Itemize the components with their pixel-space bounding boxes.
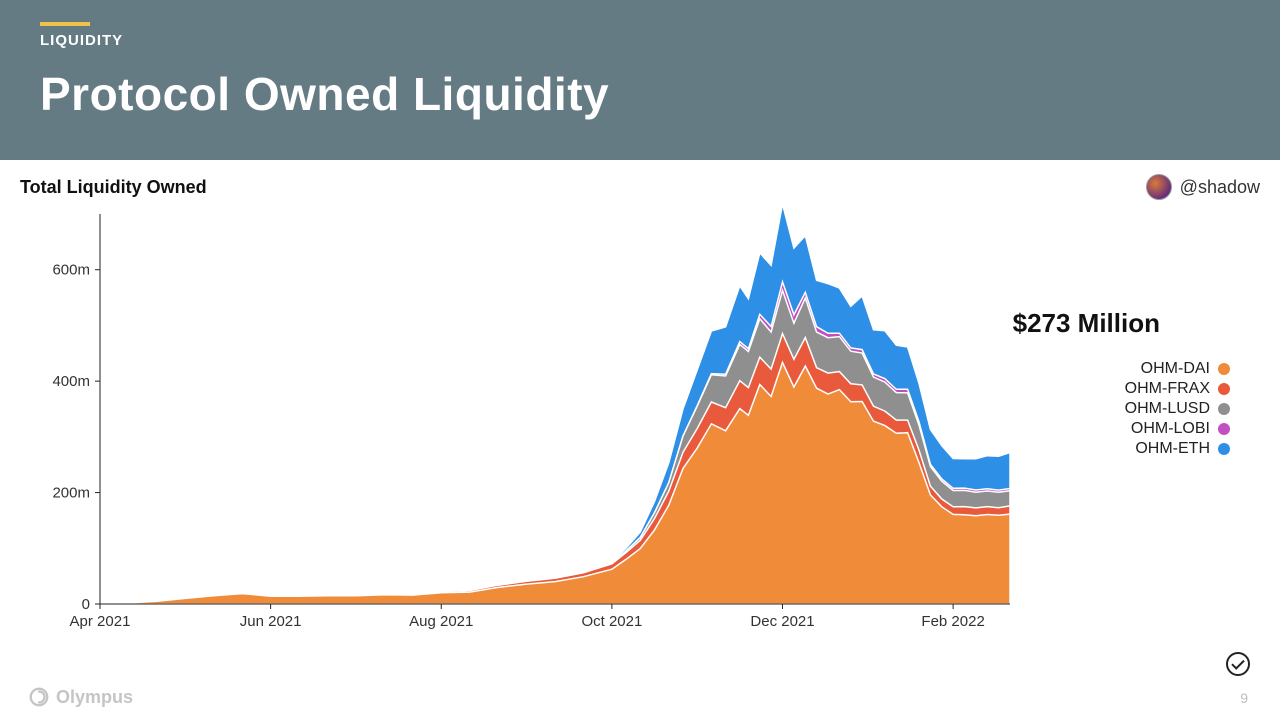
svg-text:600m: 600m (52, 262, 90, 279)
svg-text:0: 0 (82, 596, 90, 613)
svg-text:400m: 400m (52, 373, 90, 390)
svg-text:200m: 200m (52, 485, 90, 502)
check-icon (1226, 652, 1250, 676)
legend-item: OHM-LUSD (1125, 400, 1230, 418)
callout-value: $273 Million (1013, 308, 1160, 339)
svg-text:Feb 2022: Feb 2022 (921, 613, 984, 630)
svg-text:Jun 2021: Jun 2021 (240, 613, 302, 630)
svg-text:Oct 2021: Oct 2021 (581, 613, 642, 630)
avatar-icon (1146, 174, 1172, 200)
slide-header: LIQUIDITY Protocol Owned Liquidity (0, 0, 1280, 160)
legend-item: OHM-FRAX (1125, 380, 1230, 398)
slide-title: Protocol Owned Liquidity (40, 67, 1240, 121)
chart-author: @shadow (1146, 174, 1260, 200)
accent-bar (40, 22, 90, 26)
chart-legend: OHM-DAI OHM-FRAX OHM-LUSD OHM-LOBI OHM-ETH (1125, 360, 1230, 460)
legend-swatch-icon (1218, 403, 1230, 415)
legend-swatch-icon (1218, 363, 1230, 375)
legend-item: OHM-ETH (1125, 440, 1230, 458)
legend-item: OHM-LOBI (1125, 420, 1230, 438)
page-number: 9 (1240, 690, 1248, 706)
legend-swatch-icon (1218, 423, 1230, 435)
chart-title: Total Liquidity Owned (20, 177, 207, 198)
svg-text:Aug 2021: Aug 2021 (409, 613, 473, 630)
author-handle: @shadow (1180, 177, 1260, 198)
legend-swatch-icon (1218, 443, 1230, 455)
olympus-logo-icon (28, 686, 50, 708)
chart-area: Total Liquidity Owned @shadow 0 200m 400m 6… (0, 160, 1280, 660)
legend-swatch-icon (1218, 383, 1230, 395)
legend-item: OHM-DAI (1125, 360, 1230, 378)
footer-brand: Olympus (28, 686, 133, 708)
footer-brand-text: Olympus (56, 687, 133, 708)
eyebrow-label: LIQUIDITY (40, 32, 1240, 49)
stacked-area-chart: 0 200m 400m 600m Apr 2021 Jun 2021 Aug 2021 Oct… (20, 204, 1020, 644)
svg-text:Apr 2021: Apr 2021 (70, 613, 131, 630)
svg-text:Dec 2021: Dec 2021 (750, 613, 814, 630)
